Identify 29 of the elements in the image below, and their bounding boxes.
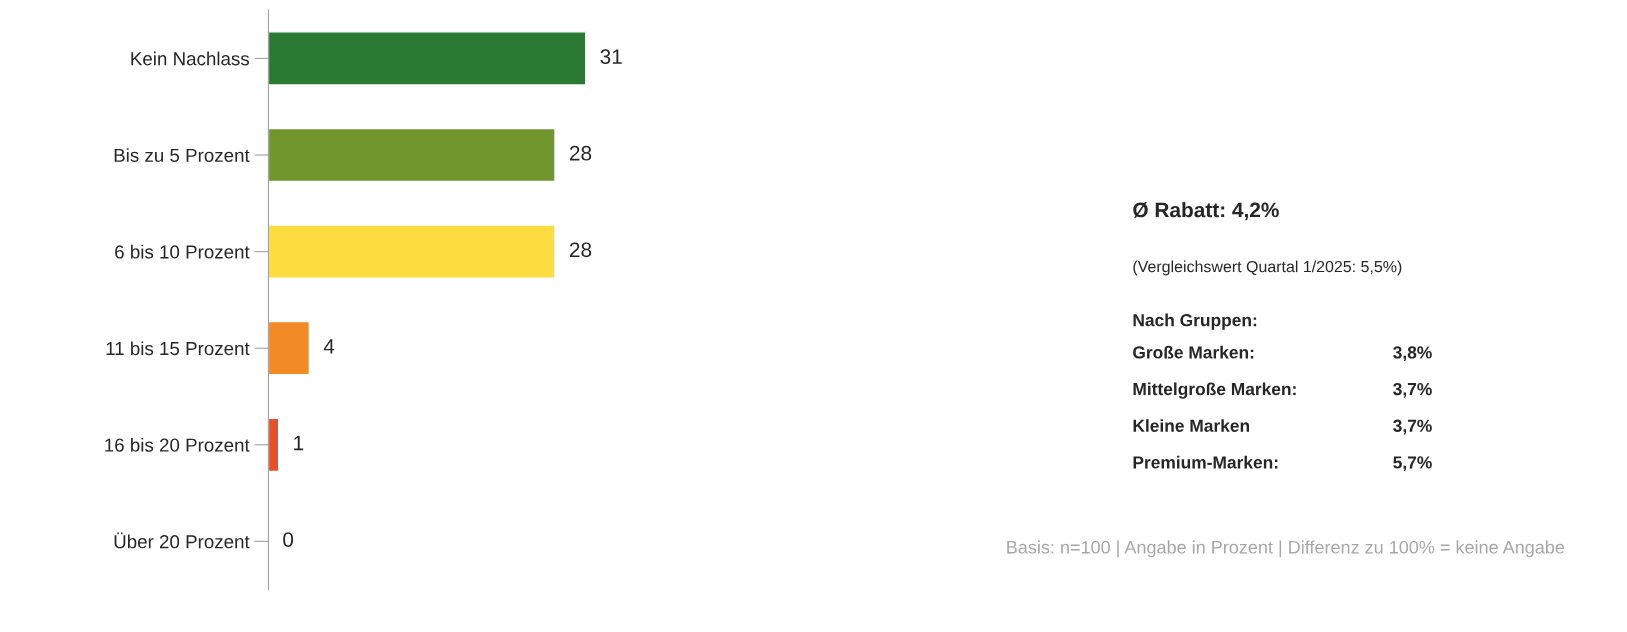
- y-tick-label: 6 bis 10 Prozent: [115, 244, 250, 259]
- data-label: 0: [283, 532, 294, 547]
- text: 3,7%: [1393, 419, 1432, 435]
- data-label: 1: [294, 435, 304, 451]
- text: (Vergleichswert Quartal 1/2025: 5,5%): [1133, 260, 1402, 276]
- y-tick-label: 16 bis 20 Prozent: [105, 437, 250, 452]
- data-label: 28: [569, 242, 592, 258]
- data-label: 4: [323, 339, 335, 354]
- text: Basis: n=100 | Angabe in Prozent | Differenz zu 100% = keine Angabe: [1007, 540, 1565, 558]
- bar: [268, 31, 587, 86]
- text: 5,7%: [1393, 456, 1432, 472]
- data-label: 28: [569, 145, 592, 161]
- bar: [268, 224, 556, 279]
- text: 3,8%: [1393, 346, 1432, 362]
- bar: [268, 417, 280, 473]
- text: Nach Gruppen:: [1133, 313, 1257, 330]
- data-label: 31: [600, 49, 622, 64]
- y-tick-label: 11 bis 15 Prozent: [106, 341, 250, 356]
- text: Mittelgroße Marken:: [1133, 382, 1296, 399]
- bar: [268, 127, 556, 183]
- text: Kleine Marken: [1133, 419, 1250, 432]
- bar: [268, 320, 311, 376]
- y-tick-label: Über 20 Prozent: [114, 532, 250, 549]
- text: Ø Rabatt: 4,2%: [1133, 202, 1279, 221]
- text: 3,7%: [1393, 382, 1432, 398]
- text: Premium-Marken:: [1133, 455, 1278, 469]
- text: Große Marken:: [1133, 345, 1254, 359]
- y-tick-label: Bis zu 5 Prozent: [114, 148, 250, 162]
- y-tick-label: Kein Nachlass: [131, 51, 250, 66]
